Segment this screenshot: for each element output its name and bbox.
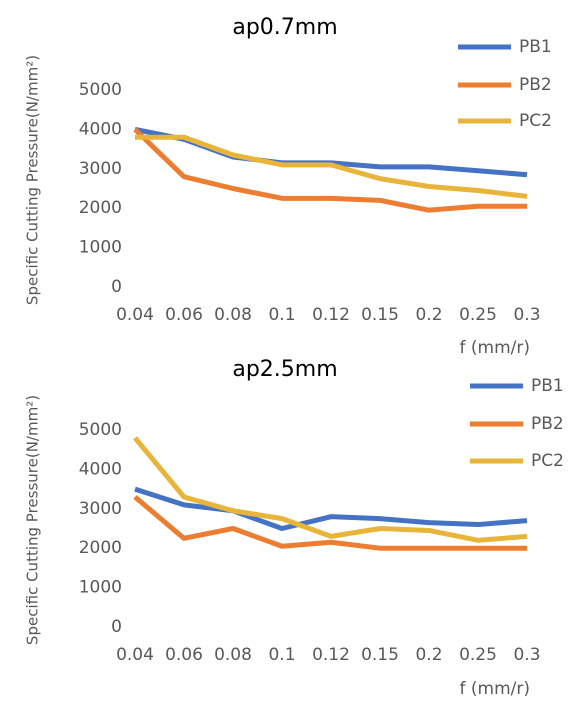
x-tick-label: 0.04 [116, 305, 154, 325]
x-axis-label: f (mm/r) [460, 679, 531, 699]
x-tick-label: 0.15 [361, 645, 399, 665]
series-line [133, 436, 528, 543]
y-axis-label: Specific Cutting Pressure(N/mm²) [24, 395, 42, 645]
x-tick-label: 0.08 [214, 305, 252, 325]
series-line [133, 127, 527, 213]
legend-label: PC2 [519, 111, 552, 131]
series-line [135, 134, 528, 199]
y-tick-label: 5000 [79, 80, 122, 100]
chart-title: ap2.5mm [232, 357, 337, 382]
legend-label: PB1 [519, 37, 552, 57]
x-tick-label: 0.1 [268, 305, 295, 325]
y-tick-label: 3000 [79, 159, 122, 179]
x-tick-label: 0.25 [459, 645, 497, 665]
chart-title: ap0.7mm [232, 15, 337, 40]
y-tick-label: 4000 [79, 119, 122, 139]
x-tick-label: 0.2 [415, 305, 442, 325]
y-axis-label: Specific Cutting Pressure(N/mm²) [24, 55, 42, 305]
legend-label: PB2 [519, 75, 552, 95]
legend-label: PB1 [531, 376, 564, 396]
y-tick-label: 3000 [79, 499, 122, 519]
x-tick-label: 0.04 [116, 645, 154, 665]
legend-label: PC2 [531, 451, 564, 471]
legend-label: PB2 [531, 414, 564, 434]
x-axis-label: f (mm/r) [460, 338, 531, 358]
x-tick-label: 0.2 [415, 645, 442, 665]
x-tick-label: 0.08 [214, 645, 252, 665]
y-tick-label: 5000 [79, 420, 122, 440]
x-tick-label: 0.3 [513, 305, 540, 325]
y-tick-label: 1000 [79, 578, 122, 598]
y-tick-label: 2000 [79, 538, 122, 558]
x-tick-label: 0.06 [165, 645, 203, 665]
x-tick-label: 0.06 [165, 305, 203, 325]
series-line [134, 486, 528, 531]
series-line [133, 495, 527, 551]
series-line [134, 126, 528, 178]
x-tick-label: 0.12 [312, 645, 350, 665]
y-tick-label: 0 [111, 277, 122, 297]
y-tick-label: 2000 [79, 198, 122, 218]
y-tick-label: 0 [111, 617, 122, 637]
y-tick-label: 4000 [79, 459, 122, 479]
x-tick-label: 0.1 [268, 645, 295, 665]
y-tick-label: 1000 [79, 238, 122, 258]
x-tick-label: 0.12 [312, 305, 350, 325]
x-tick-label: 0.15 [361, 305, 399, 325]
x-tick-label: 0.25 [459, 305, 497, 325]
x-tick-label: 0.3 [513, 645, 540, 665]
